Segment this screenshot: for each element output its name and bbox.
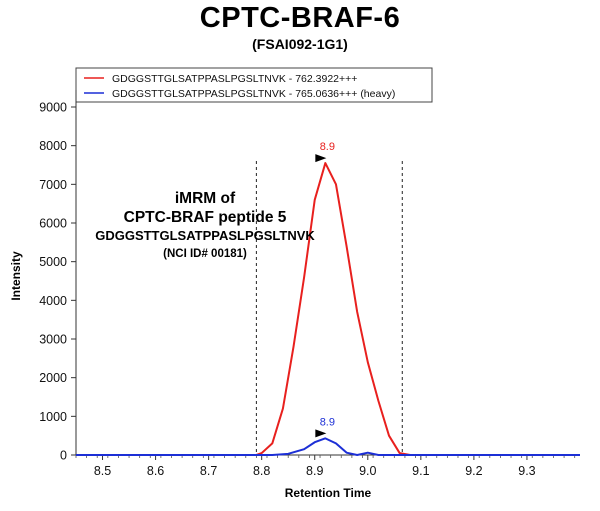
x-tick-label: 8.7	[200, 464, 217, 478]
x-ticks: 8.5 8.6 8.7 8.8 8.9 9.0 9.1 9.2 9.3	[75, 455, 576, 478]
peak-label-heavy: 8.9	[320, 416, 335, 428]
annotation-line-2: CPTC-BRAF peptide 5	[124, 209, 287, 226]
peak-label-light: 8.9	[320, 141, 335, 153]
y-tick-label: 3000	[39, 333, 67, 347]
x-axis-label: Retention Time	[285, 486, 372, 500]
series-layer	[76, 162, 580, 456]
x-tick-label: 8.8	[253, 464, 270, 478]
legend: GDGGSTTGLSATPPASLPGSLTNVK - 762.3922+++ …	[75, 67, 433, 103]
series-line-heavy	[76, 437, 580, 456]
y-ticks: 0 1000 2000 3000 4000 5000 6000 7000 8000 9000	[39, 101, 76, 463]
y-tick-label: 5000	[39, 255, 67, 269]
y-axis-label: Intensity	[9, 251, 23, 301]
y-tick-label: 4000	[39, 294, 67, 308]
x-tick-label: 9.3	[518, 464, 535, 478]
y-tick-label: 1000	[39, 410, 67, 424]
y-tick-label: 0	[60, 449, 67, 463]
annotation-line-3: GDGGSTTGLSATPPASLPGSLTNVK	[95, 228, 315, 243]
chart-title: CPTC-BRAF-6	[199, 2, 401, 34]
integration-bounds	[255, 161, 403, 455]
legend-entry-heavy: GDGGSTTGLSATPPASLPGSLTNVK - 765.0636+++ …	[112, 88, 395, 100]
legend-box	[75, 67, 433, 103]
x-tick-label: 8.5	[94, 464, 111, 478]
chart-subtitle: (FSAI092-1G1)	[252, 36, 348, 52]
legend-entry-light: GDGGSTTGLSATPPASLPGSLTNVK - 762.3922+++	[112, 73, 357, 85]
peak-marker-flag	[315, 154, 327, 163]
y-tick-label: 8000	[39, 139, 67, 153]
x-tick-label: 9.2	[465, 464, 482, 478]
x-tick-label: 9.1	[412, 464, 429, 478]
series-line-light	[76, 162, 580, 456]
peak-marker-flag	[315, 429, 327, 438]
x-tick-label: 8.9	[306, 464, 323, 478]
annotation-line-4: (NCI ID# 00181)	[163, 248, 247, 260]
x-tick-label: 9.0	[359, 464, 376, 478]
y-tick-label: 2000	[39, 371, 67, 385]
peak-labels: 8.9 8.9	[315, 141, 335, 438]
annotation-line-1: iMRM of	[175, 190, 236, 207]
x-tick-label: 8.6	[147, 464, 164, 478]
y-tick-label: 6000	[39, 217, 67, 231]
annotation: iMRM of CPTC-BRAF peptide 5 GDGGSTTGLSAT…	[95, 190, 315, 260]
y-tick-label: 9000	[39, 101, 67, 115]
y-tick-label: 7000	[39, 178, 67, 192]
